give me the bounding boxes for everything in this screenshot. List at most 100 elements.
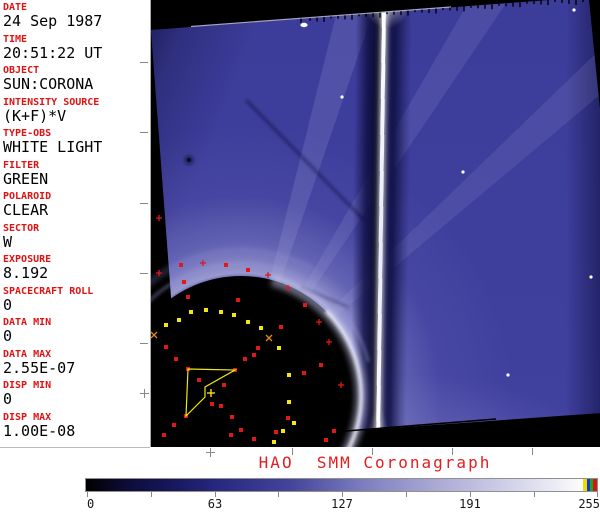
colorbar-label-191: 191 [459, 497, 481, 511]
field-intensity-source: INTENSITY SOURCE (K+F)*V [3, 97, 148, 129]
red-square-marker [319, 363, 323, 367]
yellow-square-marker [287, 373, 291, 377]
dark-streak [245, 99, 365, 221]
red-square-marker [182, 280, 186, 284]
colorbar-tick [215, 492, 216, 497]
bottom-axis-tick [292, 448, 293, 455]
red-square-marker [252, 437, 256, 441]
yellow-square-marker [277, 346, 281, 350]
field-disp-min: DISP MIN 0 [3, 380, 148, 412]
red-square-marker [239, 428, 243, 432]
saturation-stripe [583, 479, 587, 491]
red-square-marker [172, 423, 176, 427]
red-square-marker [332, 429, 336, 433]
field-value: SUN:CORONA [3, 75, 94, 93]
field-value: 24 Sep 1987 [3, 12, 103, 30]
field-label: DATA MAX [3, 348, 52, 360]
field-label: TYPE-OBS [3, 128, 52, 139]
red-square-marker [222, 383, 226, 387]
field-label: DATA MIN [3, 317, 52, 328]
field-type-obs: TYPE-OBS WHITE LIGHT [3, 128, 148, 160]
star-dot [589, 275, 593, 279]
red-square-marker [246, 268, 250, 272]
colorbar-labels: 0 63 127 191 255 [85, 497, 600, 511]
colorbar-ticks [85, 492, 598, 497]
field-value: 0 [3, 327, 13, 345]
field-filter: FILTER GREEN [3, 160, 148, 192]
red-square-marker [174, 357, 178, 361]
red-square-marker [224, 263, 228, 267]
yellow-square-marker [259, 326, 263, 330]
red-square-marker [162, 433, 166, 437]
red-square-marker [236, 298, 240, 302]
field-label: OBJECT [3, 65, 40, 76]
occulting-disk [151, 276, 361, 447]
red-square-marker [324, 438, 328, 442]
field-value: 8.192 [3, 264, 49, 282]
disk-rim-bright-arc [324, 309, 363, 447]
field-value: WHITE LIGHT [3, 138, 103, 156]
star-dot [461, 170, 465, 174]
left-axis-tick [140, 203, 148, 204]
field-value: 1.00E-08 [3, 421, 76, 440]
colorbar-label-255: 255 [578, 497, 600, 511]
colorbar-tick [278, 492, 279, 497]
field-label: DATE [3, 2, 28, 13]
colorbar-label-63: 63 [207, 497, 223, 511]
bottom-axis-tick [372, 448, 373, 455]
field-label: POLAROID [3, 191, 52, 202]
field-disp-max: DISP MAX 1.00E-08 [3, 412, 148, 444]
colorbar-label-0: 0 [87, 497, 95, 511]
field-exposure: EXPOSURE 8.192 [3, 254, 148, 286]
colorbar-tick [151, 492, 152, 497]
red-square-marker [229, 433, 233, 437]
field-label: SPACECRAFT ROLL [3, 285, 94, 297]
red-square-marker [197, 378, 201, 382]
field-label: DISP MIN [3, 380, 52, 391]
orange-x-marker [265, 334, 273, 342]
yellow-square-marker [232, 313, 236, 317]
yellow-square-marker [292, 421, 296, 425]
bottom-axis-tick [452, 448, 453, 455]
left-axis-tick [140, 273, 148, 274]
red-square-marker [186, 295, 190, 299]
colorbar-tick [87, 492, 88, 497]
yellow-square-marker [246, 320, 250, 324]
sidebar-bottom-divider [0, 447, 150, 448]
image-overlay-svg [151, 0, 593, 447]
star-dot [572, 8, 576, 12]
diffraction-arc [151, 262, 370, 363]
field-label: INTENSITY SOURCE [3, 96, 100, 108]
star-dot [340, 95, 344, 99]
field-data-min: DATA MIN 0 [3, 317, 148, 349]
field-time: TIME 20:51:22 UT [3, 34, 148, 66]
colorbar-tick [342, 492, 343, 497]
dust-spot-core [187, 158, 191, 162]
metadata-sidebar: DATE 24 Sep 1987 TIME 20:51:22 UT OBJECT… [3, 2, 148, 454]
coronagraph-image-canvas[interactable] [150, 0, 600, 447]
red-square-marker [243, 357, 247, 361]
yellow-square-marker [164, 323, 168, 327]
field-value: 20:51:22 UT [3, 43, 103, 62]
yellow-square-marker [189, 310, 193, 314]
field-date: DATE 24 Sep 1987 [3, 2, 148, 34]
saturation-stripe [593, 479, 597, 491]
red-square-marker [230, 415, 234, 419]
yellow-square-marker [272, 440, 276, 444]
field-label: TIME [3, 33, 28, 45]
field-sector: SECTOR W [3, 223, 148, 255]
orange-x-marker [151, 331, 158, 339]
intensity-colorbar [85, 478, 598, 492]
yellow-square-marker [219, 310, 223, 314]
field-value: 0 [3, 390, 13, 408]
left-axis-plus [144, 389, 145, 398]
yellow-square-marker [281, 429, 285, 433]
red-square-marker [279, 325, 283, 329]
page-title: HAO SMM Coronagraph [258, 453, 492, 472]
red-square-marker [303, 303, 307, 307]
saturation-stripe [590, 479, 593, 491]
left-axis-tick [140, 343, 148, 344]
calibration-markers [151, 8, 593, 444]
field-label: EXPOSURE [3, 254, 52, 265]
